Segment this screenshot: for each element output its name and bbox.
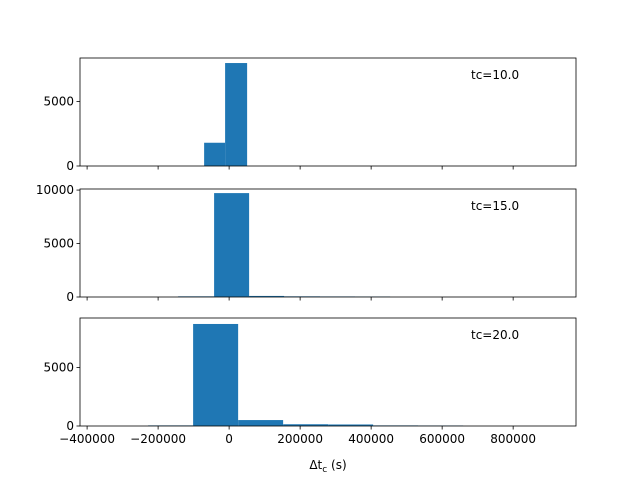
y-tick-label: 5000: [43, 94, 74, 108]
y-tick-label: 5000: [43, 361, 74, 375]
histogram-bar: [193, 323, 239, 426]
annotation: tc=10.0: [471, 68, 519, 82]
x-label-sub: c: [322, 465, 327, 475]
axes-frame: [79, 188, 577, 298]
x-label-base: Δt: [309, 458, 322, 472]
x-tick-label: 600000: [419, 432, 465, 446]
histogram-bar: [249, 295, 285, 297]
x-tick-label: 400000: [348, 432, 394, 446]
x-tick-label: 200000: [277, 432, 323, 446]
x-axis-label: Δtc (s): [309, 458, 346, 475]
y-tick-label: 0: [66, 159, 74, 173]
x-label-rest: (s): [327, 458, 346, 472]
annotation: tc=20.0: [471, 328, 519, 342]
y-tick-label: 5000: [43, 237, 74, 251]
histogram-bar: [283, 424, 329, 426]
y-tick-label: 0: [66, 290, 74, 304]
x-tick-label: −200000: [130, 432, 186, 446]
x-tick-label: −400000: [59, 432, 115, 446]
histogram-bar: [214, 193, 250, 297]
histogram-bar: [328, 424, 374, 426]
histogram-bar: [225, 63, 248, 166]
x-tick-label: 800000: [490, 432, 536, 446]
histogram-bar: [238, 420, 284, 426]
x-tick-label: 0: [225, 432, 233, 446]
axes-frame: [79, 317, 577, 427]
annotation: tc=15.0: [471, 199, 519, 213]
y-tick-label: 0: [66, 419, 74, 433]
y-tick-label: 10000: [36, 183, 74, 197]
axes-frame: [79, 57, 577, 167]
histogram-bar: [204, 142, 226, 166]
